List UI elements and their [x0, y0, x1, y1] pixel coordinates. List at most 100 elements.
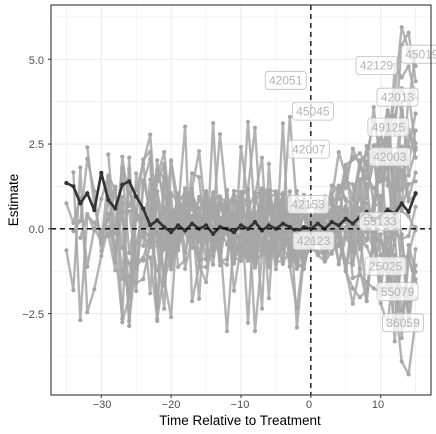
background-series-point	[162, 211, 167, 216]
background-series-point	[350, 154, 355, 159]
background-series-point	[294, 325, 299, 330]
background-series-point	[127, 155, 132, 160]
background-series-point	[413, 269, 418, 274]
background-series-point	[217, 200, 223, 205]
background-series-point	[329, 183, 334, 188]
background-series-point	[371, 248, 376, 253]
background-series-point	[406, 243, 411, 248]
background-series-point	[162, 306, 167, 311]
highlight-series-point	[169, 230, 174, 235]
background-series-point	[371, 197, 376, 202]
background-series-point	[155, 318, 160, 324]
highlight-series-point	[336, 223, 341, 228]
x-tick-label: 10	[372, 399, 384, 411]
background-series-point	[364, 237, 369, 242]
y-axis-title: Estimate	[6, 174, 21, 227]
background-series-point	[148, 197, 153, 202]
background-series-point	[399, 233, 404, 238]
highlight-series-point	[176, 223, 181, 228]
background-series-point	[259, 250, 265, 255]
highlight-series-point	[92, 208, 97, 213]
background-series-point	[211, 252, 216, 257]
background-series-point	[364, 143, 369, 149]
background-series-point	[259, 187, 265, 192]
background-series-point	[141, 277, 146, 282]
highlight-series-point	[287, 225, 292, 230]
highlight-series-point	[231, 230, 237, 235]
highlight-series-point	[301, 225, 306, 230]
background-series-point	[287, 236, 292, 241]
background-series-point	[406, 173, 411, 178]
background-series-point	[252, 125, 258, 130]
background-series-point	[371, 143, 376, 148]
background-series-point	[329, 249, 334, 254]
background-series-point	[127, 291, 132, 296]
background-series-point	[336, 241, 341, 247]
background-series-point	[364, 159, 369, 164]
background-series-point	[392, 198, 397, 204]
background-series-point	[343, 224, 348, 229]
background-series-point	[245, 119, 251, 124]
x-tick-label: −10	[231, 399, 250, 411]
background-series-point	[266, 161, 271, 166]
background-series-point	[273, 189, 278, 194]
background-series-point	[141, 243, 146, 248]
background-series-point	[127, 191, 132, 196]
background-series-point	[78, 235, 83, 240]
background-series-point	[120, 245, 125, 250]
series-label-text: 55079	[381, 285, 415, 299]
background-series-point	[176, 200, 181, 206]
background-series-point	[155, 168, 160, 173]
background-series-point	[350, 262, 355, 268]
background-series-point	[350, 217, 355, 222]
background-series-point	[169, 238, 174, 243]
background-series-point	[280, 192, 285, 197]
background-series-point	[106, 152, 111, 157]
background-series-point	[406, 372, 411, 377]
background-series-point	[162, 149, 167, 155]
background-series-point	[99, 196, 104, 202]
background-series-point	[141, 181, 146, 186]
highlight-series-point	[120, 182, 125, 187]
background-series-point	[120, 165, 125, 170]
background-series-point	[106, 180, 111, 185]
background-series-point	[266, 201, 271, 206]
background-series-point	[252, 190, 258, 195]
background-series-point	[357, 247, 362, 252]
background-series-point	[92, 189, 97, 194]
background-series-point	[343, 165, 348, 170]
background-series-point	[399, 308, 404, 313]
series-label: 42007	[287, 139, 330, 159]
series-label-text: 55133	[363, 215, 397, 229]
highlight-series-point	[162, 225, 167, 230]
axis-ticks	[48, 58, 382, 398]
highlight-series-point	[399, 201, 404, 206]
background-series-point	[71, 220, 76, 226]
background-series-point	[301, 259, 306, 264]
background-series-point	[113, 256, 118, 261]
background-series-point	[155, 189, 160, 194]
series-label-text: 42153	[291, 198, 325, 212]
background-series-point	[134, 171, 139, 176]
background-series-point	[127, 274, 132, 279]
background-series-point	[176, 246, 181, 251]
background-series-point	[252, 254, 258, 260]
background-series-point	[155, 240, 160, 245]
background-series-point	[127, 250, 132, 256]
highlight-series-point	[413, 191, 418, 196]
highlight-series-point	[245, 226, 251, 231]
background-series-point	[315, 253, 320, 258]
series-label: 45045	[291, 101, 334, 121]
y-tick-label: 5.0	[29, 55, 44, 67]
background-series-point	[357, 151, 362, 156]
background-series-point	[162, 161, 167, 166]
background-series-point	[224, 198, 230, 204]
background-series-point	[245, 198, 251, 204]
background-series-point	[85, 310, 90, 315]
background-series-point	[197, 239, 202, 244]
highlight-series-point	[266, 223, 271, 228]
series-label-text: 42123	[297, 234, 331, 248]
background-series-point	[127, 166, 132, 171]
background-series-point	[378, 301, 383, 306]
highlight-series-point	[85, 191, 90, 196]
